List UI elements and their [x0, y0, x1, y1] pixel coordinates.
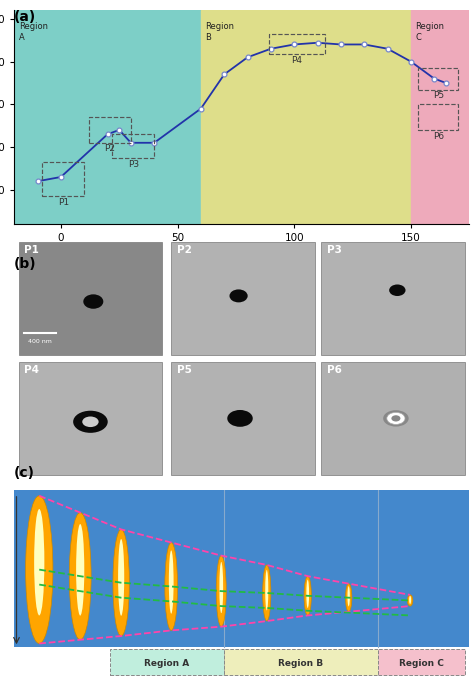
Ellipse shape — [229, 289, 248, 302]
Text: P5: P5 — [433, 92, 445, 101]
Text: P2: P2 — [104, 144, 115, 153]
Ellipse shape — [113, 529, 129, 636]
Ellipse shape — [304, 576, 311, 616]
Bar — [321, 241, 465, 355]
Bar — [224, 649, 378, 675]
Bar — [201, 10, 411, 224]
Text: Region
B: Region B — [206, 23, 235, 42]
Ellipse shape — [82, 417, 99, 427]
Bar — [378, 649, 465, 675]
X-axis label: Depth (μm): Depth (μm) — [201, 248, 282, 261]
Text: P4: P4 — [291, 55, 302, 64]
Text: Region A: Region A — [144, 659, 189, 668]
Text: P2: P2 — [177, 246, 191, 255]
Ellipse shape — [216, 555, 226, 627]
Bar — [14, 490, 469, 647]
Ellipse shape — [265, 570, 268, 610]
Text: Region C: Region C — [399, 659, 444, 668]
Ellipse shape — [169, 551, 173, 614]
Bar — [411, 10, 469, 224]
Bar — [19, 241, 162, 355]
Ellipse shape — [306, 580, 309, 608]
Ellipse shape — [346, 583, 352, 611]
Text: P6: P6 — [433, 132, 445, 141]
Text: 400 nm: 400 nm — [28, 339, 52, 344]
Bar — [14, 10, 201, 224]
Ellipse shape — [389, 285, 406, 296]
Ellipse shape — [387, 412, 405, 424]
Ellipse shape — [73, 410, 108, 433]
Bar — [171, 362, 315, 475]
Ellipse shape — [219, 562, 223, 613]
Text: P4: P4 — [24, 365, 39, 376]
Text: Region
C: Region C — [416, 23, 445, 42]
Text: (c): (c) — [14, 466, 35, 480]
Text: Region B: Region B — [278, 659, 323, 668]
Ellipse shape — [76, 524, 84, 616]
Text: (b): (b) — [14, 256, 37, 270]
Text: P3: P3 — [128, 160, 139, 169]
Ellipse shape — [227, 410, 253, 427]
Text: P6: P6 — [327, 365, 342, 376]
Text: P3: P3 — [327, 246, 342, 255]
Ellipse shape — [383, 410, 409, 427]
Ellipse shape — [392, 415, 401, 421]
Ellipse shape — [347, 586, 350, 607]
Text: P1: P1 — [58, 198, 69, 207]
Ellipse shape — [34, 509, 45, 616]
Bar — [321, 362, 465, 475]
Bar — [171, 241, 315, 355]
Ellipse shape — [26, 496, 53, 644]
Ellipse shape — [69, 512, 91, 640]
Text: Region
A: Region A — [19, 23, 48, 42]
Ellipse shape — [118, 539, 124, 616]
Ellipse shape — [263, 565, 271, 621]
Ellipse shape — [165, 542, 178, 631]
Text: P1: P1 — [24, 246, 39, 255]
Ellipse shape — [407, 595, 413, 606]
Text: (a): (a) — [14, 10, 36, 24]
Ellipse shape — [409, 596, 411, 604]
Bar — [14, 647, 469, 677]
Bar — [110, 649, 224, 675]
Text: P5: P5 — [177, 365, 191, 376]
Ellipse shape — [83, 294, 103, 308]
Bar — [19, 362, 162, 475]
